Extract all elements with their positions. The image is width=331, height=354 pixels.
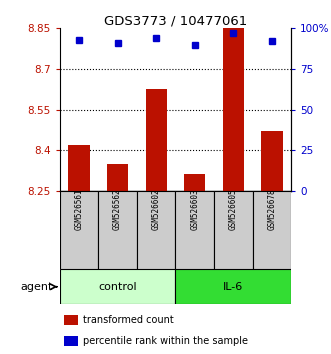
Bar (214, 191, 253, 269)
Text: control: control (98, 282, 137, 292)
Text: transformed count: transformed count (83, 315, 173, 325)
Text: GSM526562: GSM526562 (113, 188, 122, 230)
Bar (60, 269, 175, 304)
Bar (261, 131, 283, 191)
Bar (64, 315, 78, 325)
Bar (68, 145, 89, 191)
Text: IL-6: IL-6 (223, 282, 244, 292)
Bar (223, 28, 244, 191)
Text: GSM526605: GSM526605 (229, 188, 238, 230)
Bar (175, 269, 291, 304)
Bar (64, 336, 78, 346)
Bar (60, 191, 98, 269)
Text: GSM526602: GSM526602 (152, 188, 161, 230)
Text: GSM526678: GSM526678 (267, 188, 276, 230)
Bar (107, 164, 128, 191)
Bar (146, 89, 167, 191)
Bar (137, 191, 175, 269)
Text: agent: agent (20, 282, 53, 292)
Bar (98, 191, 137, 269)
Bar (175, 191, 214, 269)
Title: GDS3773 / 10477061: GDS3773 / 10477061 (104, 14, 247, 27)
Bar (184, 173, 205, 191)
Bar (253, 191, 291, 269)
Text: GSM526561: GSM526561 (74, 188, 83, 230)
Text: GSM526603: GSM526603 (190, 188, 199, 230)
Text: percentile rank within the sample: percentile rank within the sample (83, 336, 248, 346)
